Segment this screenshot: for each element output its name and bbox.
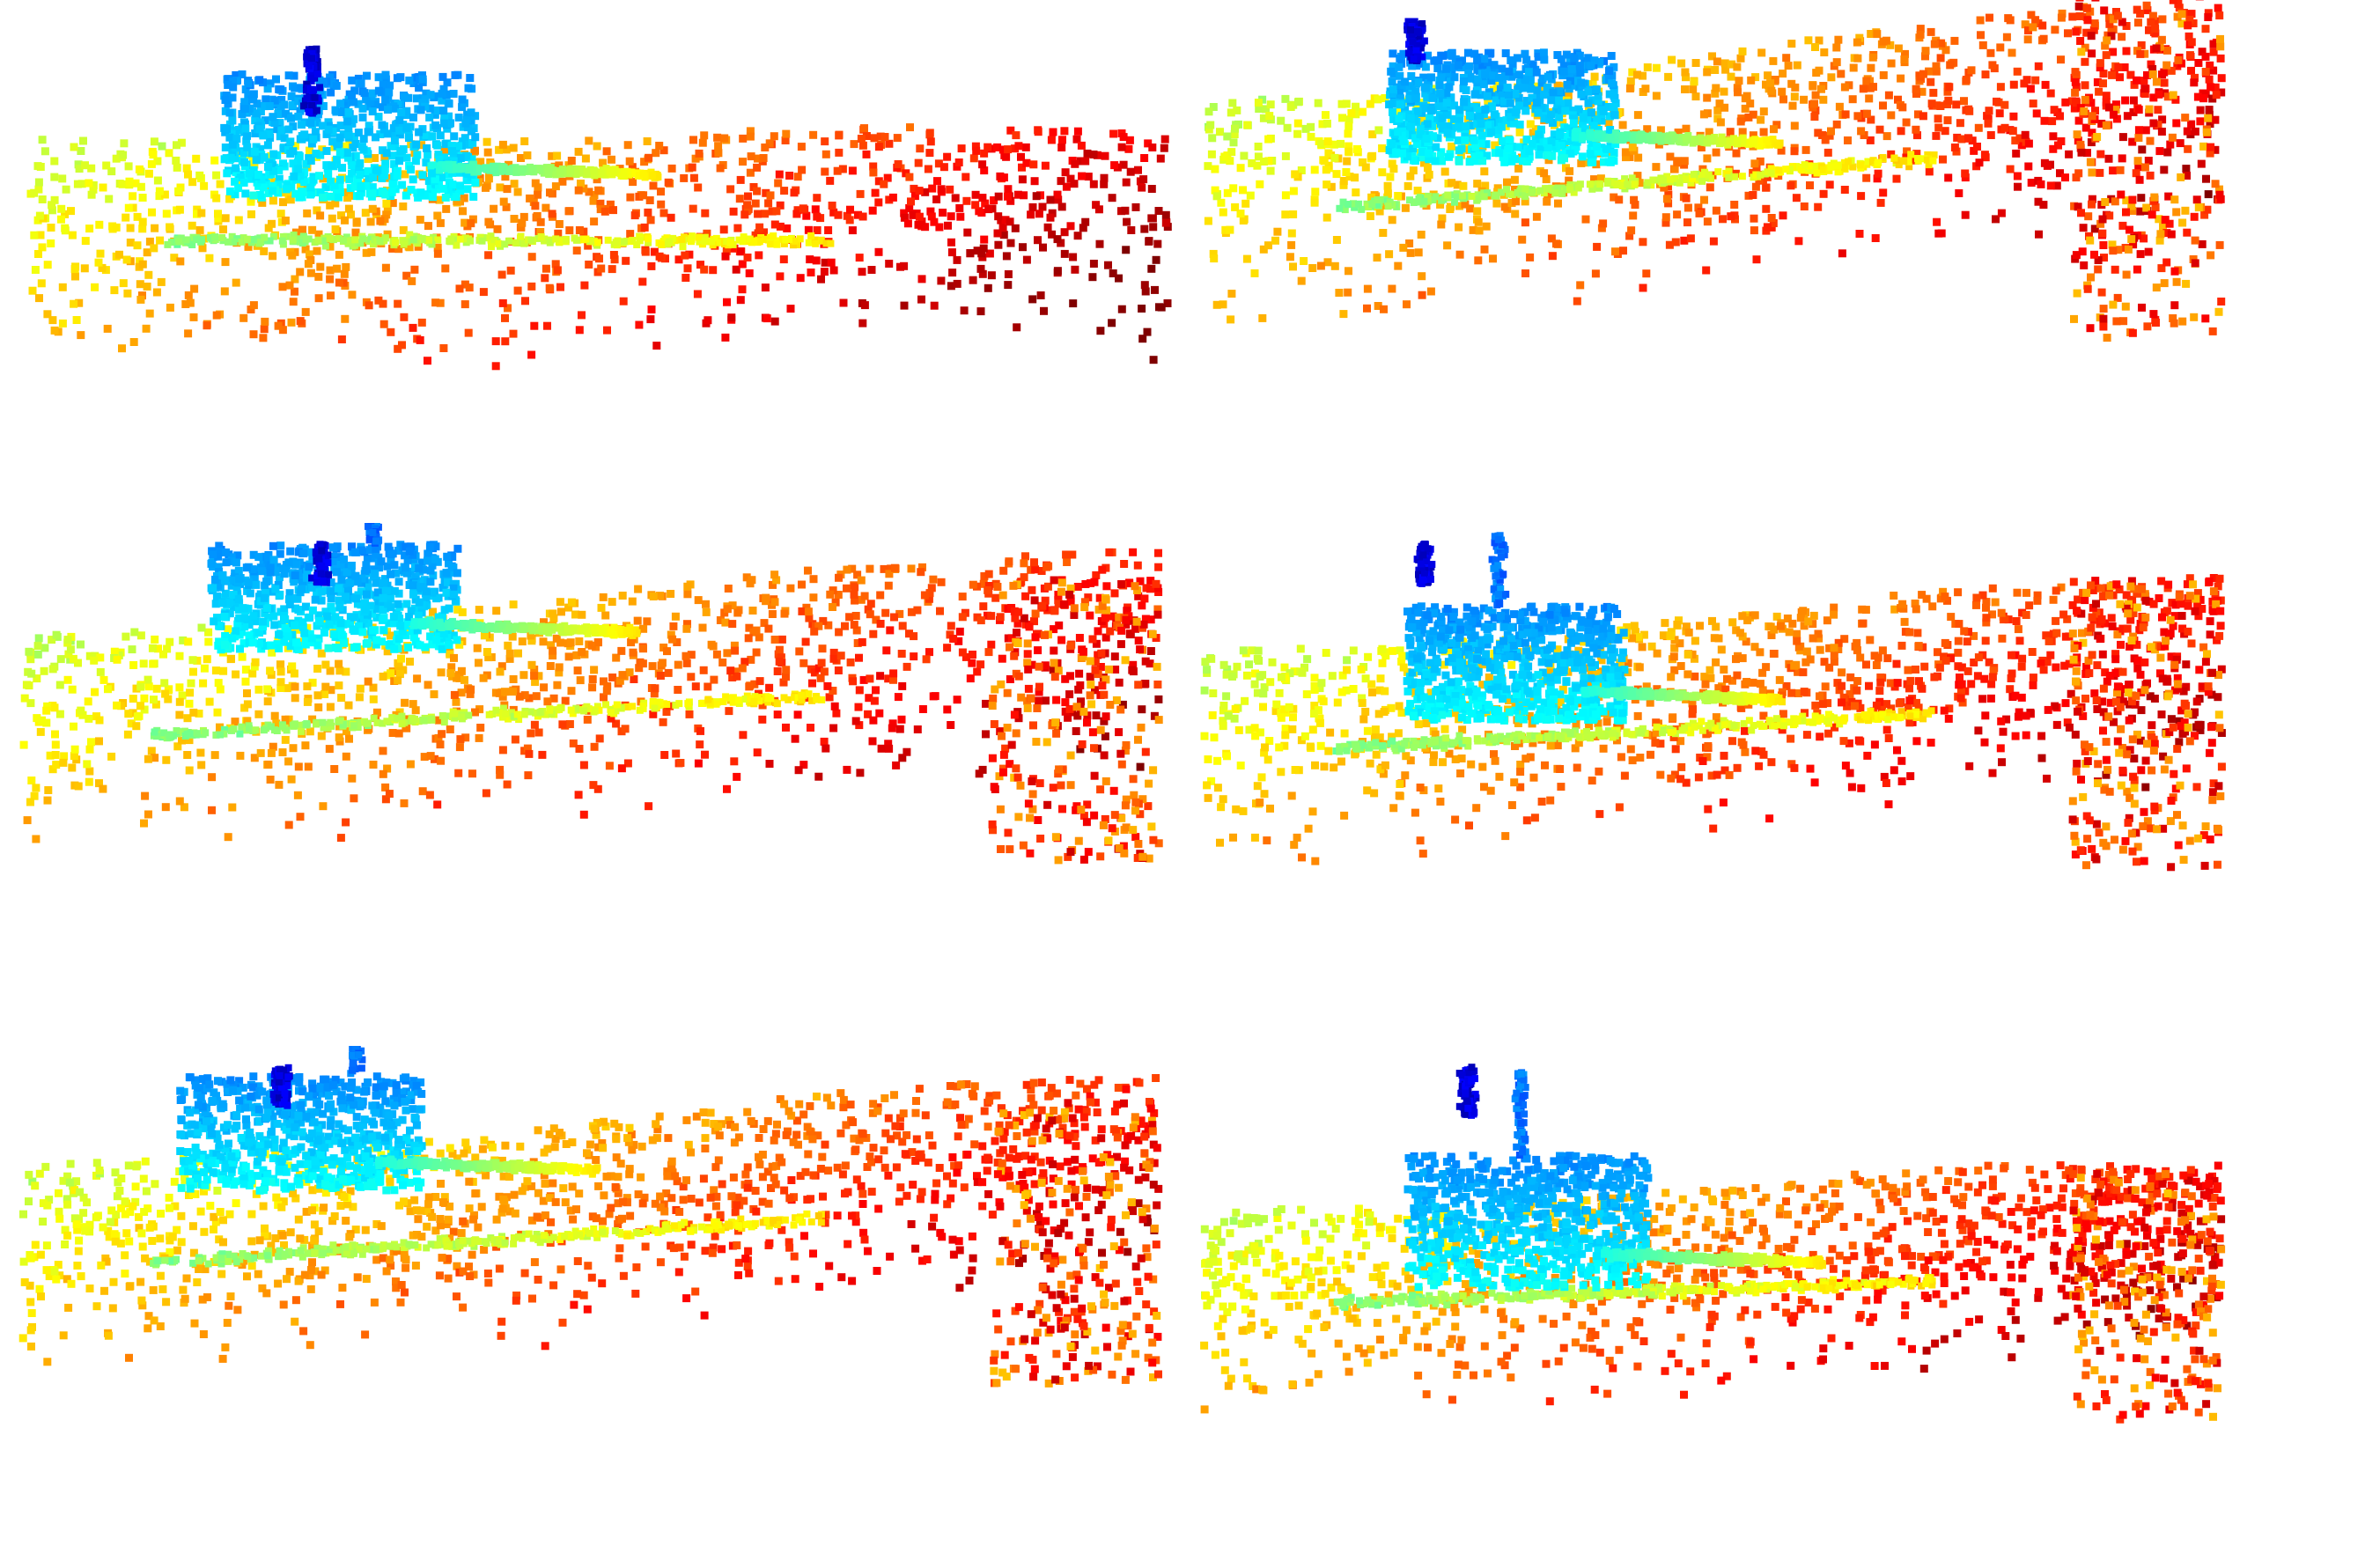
point-cloud-panel-r3c2	[1182, 1046, 2365, 1568]
point-cloud-panel-r2c2	[1182, 523, 2365, 1045]
point-cloud-panel-r3c1	[0, 1046, 1182, 1568]
point-cloud-panel-r1c2	[1182, 0, 2365, 522]
point-cloud-panel-r1c1	[0, 0, 1182, 522]
point-cloud-panel-r2c1	[0, 523, 1182, 1045]
